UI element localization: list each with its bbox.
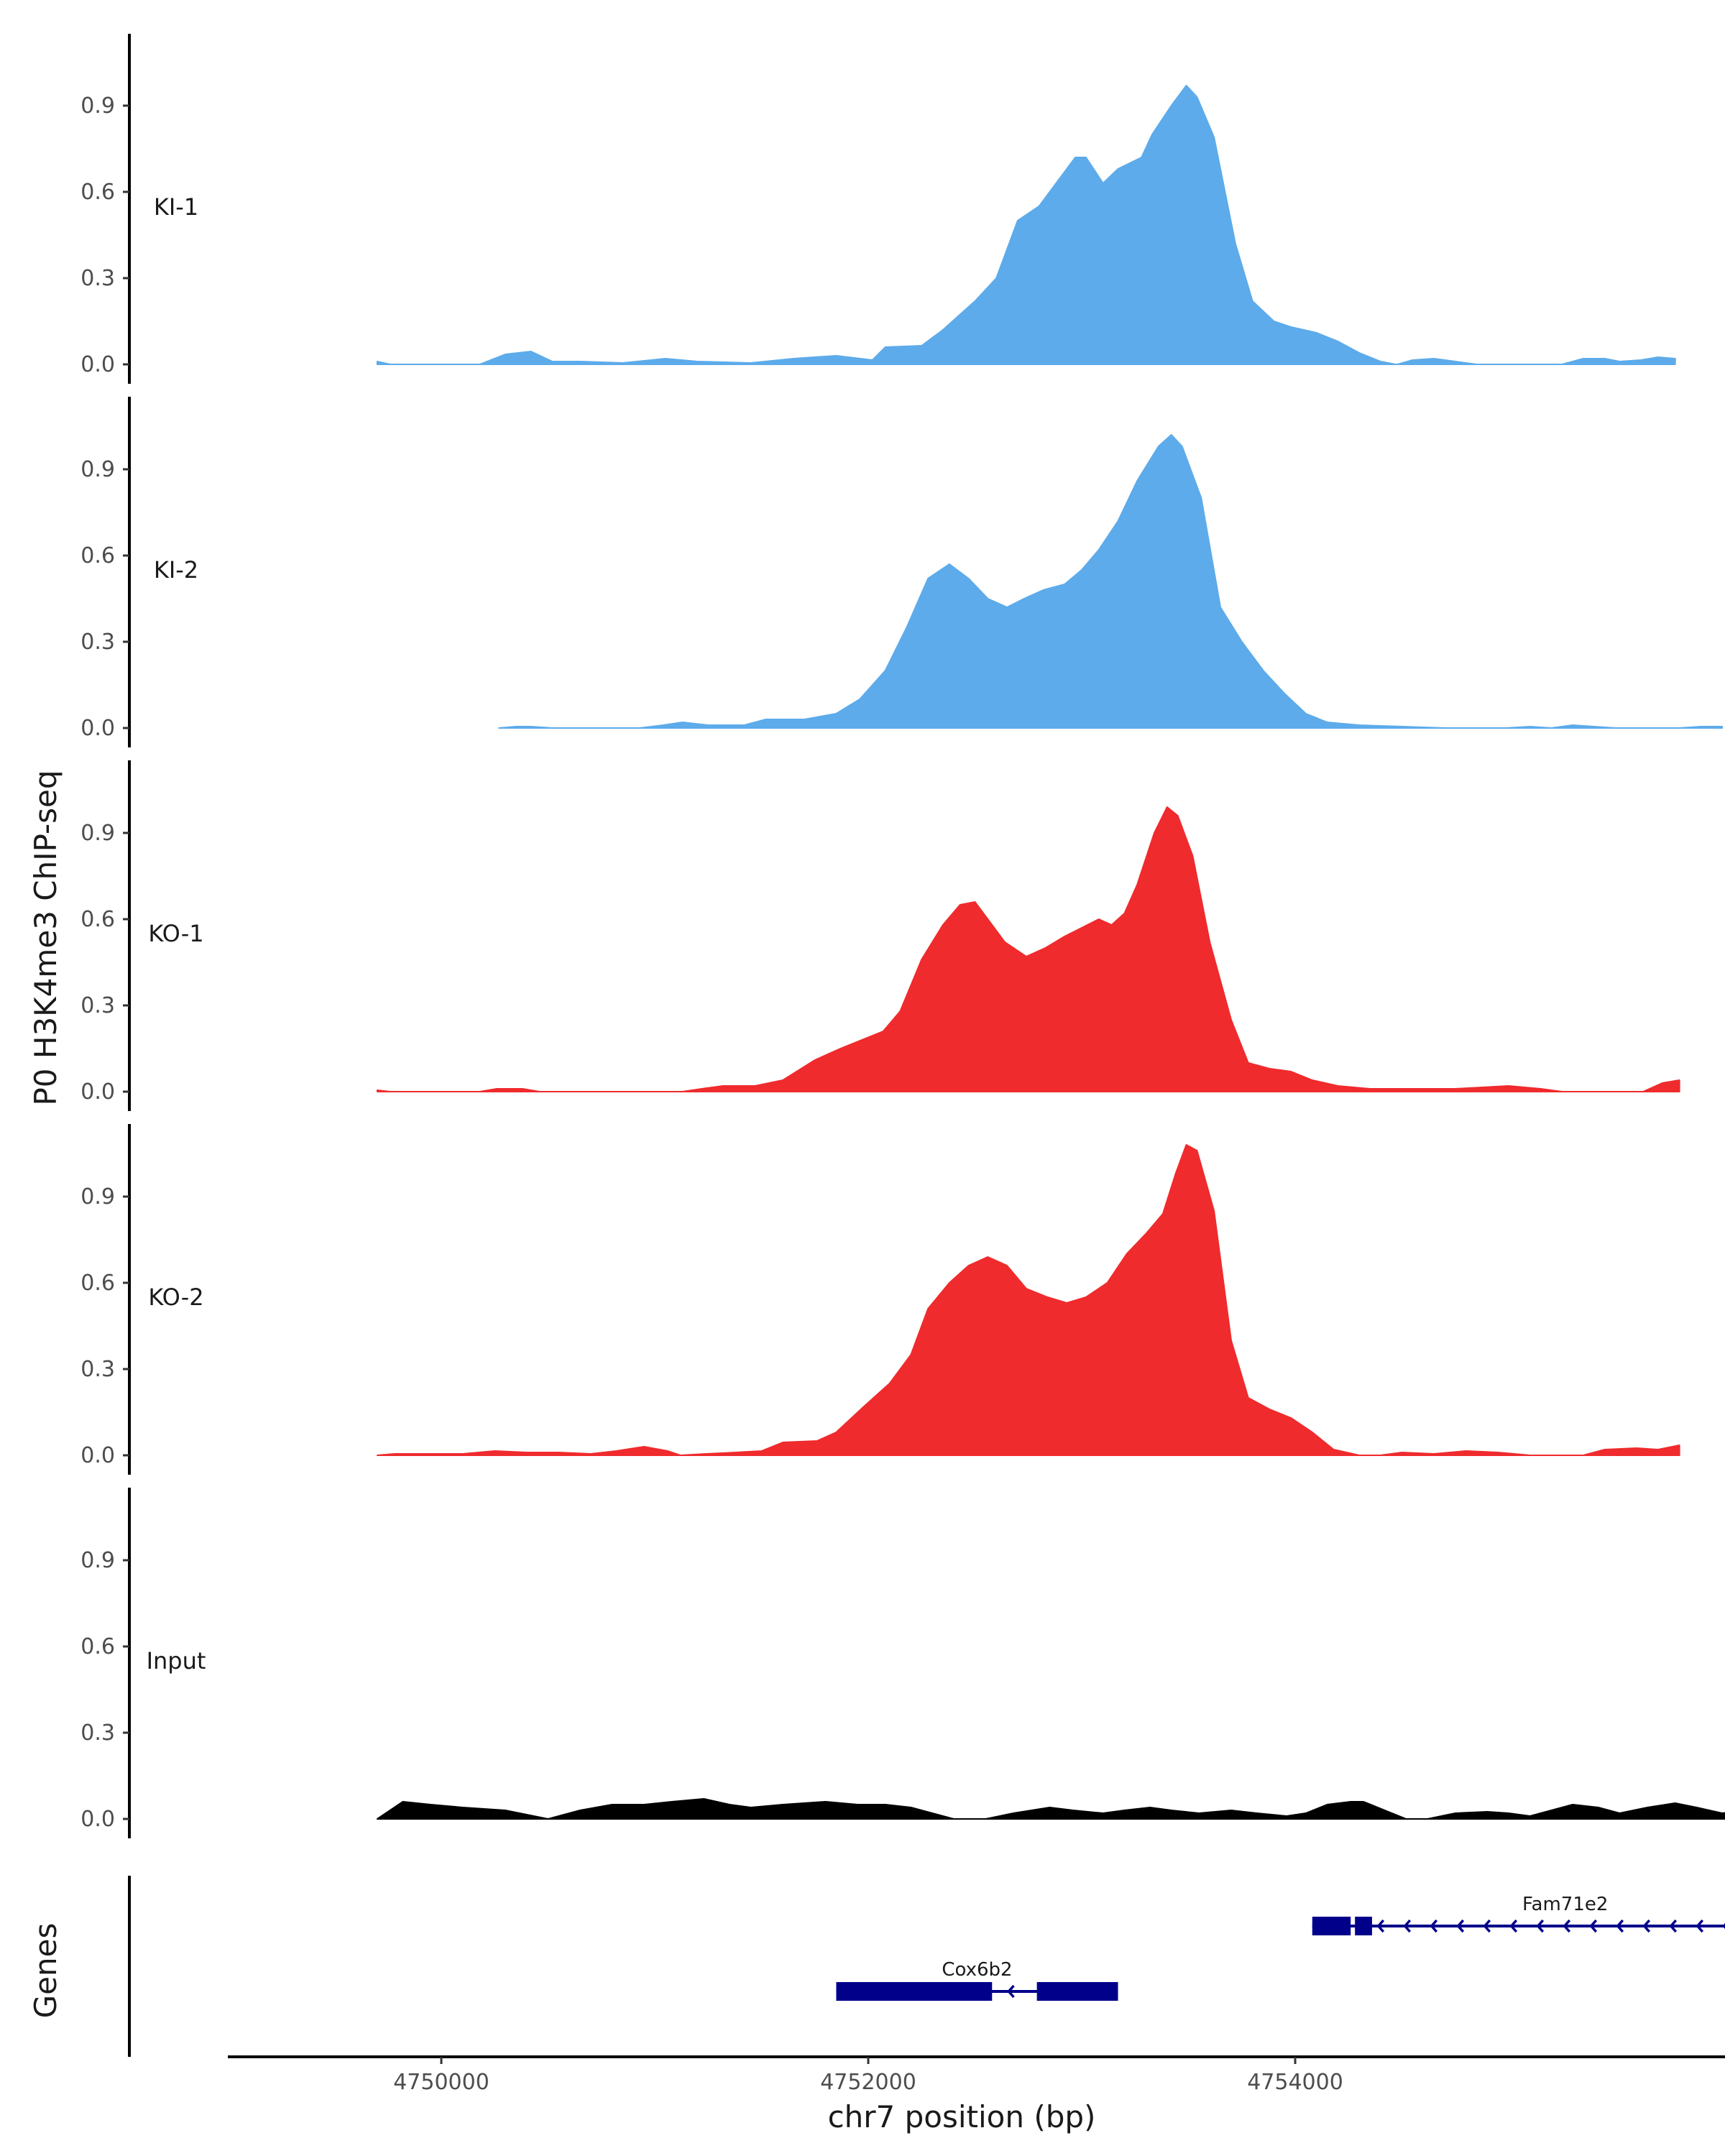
track-label: KI-2 — [154, 556, 198, 584]
exon-block — [1036, 1982, 1118, 2001]
track-label: KI-1 — [154, 193, 198, 221]
y-tick-label: 0.6 — [80, 1271, 115, 1296]
strand-arrow — [1456, 1919, 1465, 1933]
x-axis-title: chr7 position (bp) — [828, 2099, 1096, 2134]
y-tick-label: 0.0 — [80, 1079, 115, 1105]
strand-arrow — [1563, 1919, 1571, 1933]
y-tick-label: 0.9 — [80, 93, 115, 119]
strand-arrow — [1616, 1919, 1624, 1933]
strand-arrow — [1403, 1919, 1412, 1933]
y-tick-label: 0.9 — [80, 1548, 115, 1573]
strand-arrow — [1642, 1919, 1651, 1933]
y-tick-label: 0.3 — [80, 1357, 115, 1382]
strand-arrow — [1696, 1919, 1704, 1933]
y-tick-label: 0.6 — [80, 907, 115, 932]
gene-label: Fam71e2 — [1522, 1894, 1608, 1915]
y-tick-label: 0.3 — [80, 993, 115, 1018]
exon-block — [836, 1982, 993, 2001]
signal-area-ki-2 — [498, 434, 1723, 729]
gene-fam71e2: Fam71e2 — [1312, 1894, 1725, 1935]
signal-area-ki-1 — [376, 85, 1676, 365]
strand-arrow — [1589, 1919, 1598, 1933]
y-tick-label: 0.0 — [80, 716, 115, 741]
y-tick-label: 0.0 — [80, 352, 115, 377]
exon-block — [1355, 1917, 1372, 1935]
x-tick-label: 4754000 — [1247, 2070, 1343, 2095]
signal-area-ko-1 — [376, 806, 1680, 1092]
x-tick-label: 4752000 — [820, 2070, 916, 2095]
track-label: KO-2 — [148, 1284, 203, 1311]
strand-arrow — [1536, 1919, 1545, 1933]
track-ki-1: 0.0 0.3 0.6 0.9 KI-1 — [80, 34, 1676, 384]
strand-arrow — [1483, 1919, 1491, 1933]
y-tick-label: 0.9 — [80, 821, 115, 846]
track-label: Input — [147, 1647, 206, 1674]
signal-area-ko-2 — [376, 1144, 1680, 1456]
track-ko-2: 0.0 0.3 0.6 0.9 KO-2 — [80, 1124, 1680, 1475]
y-axis-title: P0 H3K4me3 ChIP-seq — [28, 770, 63, 1105]
strand-arrow — [1430, 1919, 1438, 1933]
y-tick-label: 0.6 — [80, 180, 115, 205]
strand-arrow — [1007, 1984, 1015, 1999]
y-tick-label: 0.6 — [80, 543, 115, 568]
track-input: 0.0 0.3 0.6 0.9 Input — [80, 1488, 1725, 1838]
x-axis: 4750000 4752000 4754000 — [228, 2055, 1725, 2095]
track-ko-1: 0.0 0.3 0.6 0.9 KO-1 — [80, 760, 1680, 1111]
genes-axis-title: Genes — [28, 1923, 63, 2019]
gene-cox6b2: Cox6b2 — [836, 1959, 1118, 2001]
signal-area-input — [376, 1798, 1725, 1820]
track-label: KO-1 — [148, 920, 203, 947]
y-tick-label: 0.0 — [80, 1443, 115, 1468]
strand-arrow — [1722, 1922, 1725, 1930]
y-tick-label: 0.3 — [80, 1720, 115, 1746]
y-tick-label: 0.9 — [80, 1184, 115, 1210]
y-tick-label: 0.3 — [80, 630, 115, 655]
signal-tracks: 0.00.30.60.9KI-10.00.30.60.9KI-20.00.30.… — [80, 34, 1725, 1838]
x-tick-label: 4750000 — [393, 2070, 489, 2095]
exon-block — [1312, 1917, 1351, 1935]
strand-arrow — [1669, 1919, 1678, 1933]
y-tick-label: 0.6 — [80, 1634, 115, 1659]
track-ki-2: 0.0 0.3 0.6 0.9 KI-2 — [80, 397, 1723, 747]
strand-arrow — [1509, 1919, 1518, 1933]
y-tick-label: 0.0 — [80, 1807, 115, 1832]
strand-arrow — [1376, 1919, 1385, 1933]
gene-annotation-panel: Fam71e2 Cox6b2 — [128, 1876, 1725, 2057]
gene-label: Cox6b2 — [942, 1959, 1012, 1981]
y-tick-label: 0.3 — [80, 266, 115, 291]
y-tick-label: 0.9 — [80, 457, 115, 482]
